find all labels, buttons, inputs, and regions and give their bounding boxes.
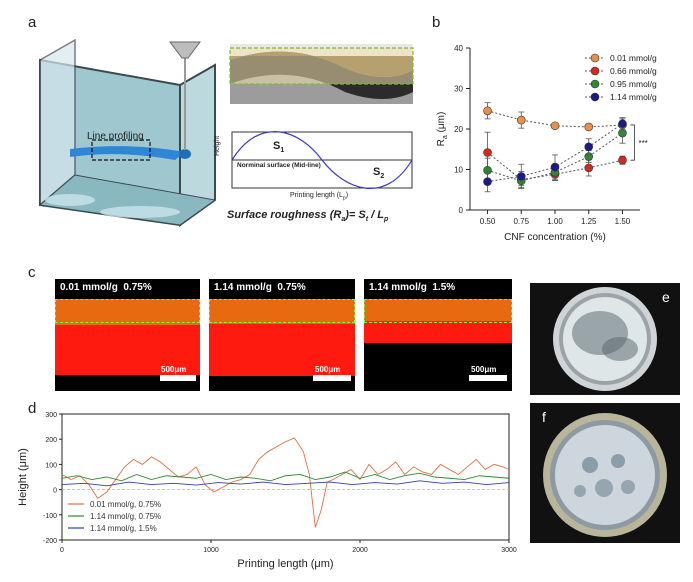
legend-marker <box>590 53 600 63</box>
scale-bar-label: 500μm <box>471 365 497 374</box>
x-tick-label: 1000 <box>203 547 219 554</box>
surface-cross-section <box>229 44 414 104</box>
printing-bath-illustration <box>38 38 217 227</box>
micrograph-3: 1.14 mmol/g 1.5% 500μm <box>364 279 512 391</box>
plot-frame <box>61 413 510 541</box>
x-tick-label: 1.00 <box>547 217 563 226</box>
y-tick-label: 200 <box>45 437 57 444</box>
legend-label: 1.14 mmol/g, 0.75% <box>90 512 161 521</box>
profile-line <box>61 471 510 482</box>
y-axis-title: Ra (μm) <box>436 112 449 147</box>
printing-length-axis-label: Printing length (Lp) <box>290 192 349 202</box>
micrograph-1: 0.01 mmol/g 0.75% 500μm <box>55 279 200 391</box>
legend-marker <box>590 79 600 89</box>
legend-label: 0.66 mmol/g <box>610 66 657 76</box>
micrograph-2: 1.14 mmol/g 0.75% 500μm <box>209 279 355 391</box>
x-tick-label: 0.50 <box>480 217 496 226</box>
y-tick-label: 100 <box>45 462 57 469</box>
scale-bar-label: 500μm <box>315 365 341 374</box>
significance-label: *** <box>638 139 647 148</box>
s1-label: S1 <box>273 140 285 155</box>
photo-f: f <box>530 403 680 543</box>
x-tick-label: 2000 <box>352 547 368 554</box>
data-point <box>584 163 594 173</box>
data-point <box>483 177 492 186</box>
x-tick-label: 3000 <box>501 547 517 554</box>
height-axis-label: Height <box>214 135 221 156</box>
panel-label-c: c <box>28 264 36 281</box>
data-point <box>483 148 492 157</box>
data-point <box>584 122 594 132</box>
data-point <box>516 172 526 181</box>
roughness-formula: Surface roughness (Ra)= St / Lp <box>227 209 389 224</box>
legend-label: 1.14 mmol/g <box>610 92 657 102</box>
series-line <box>487 132 623 182</box>
profile-line <box>61 437 510 528</box>
roughness-diagram <box>231 131 413 189</box>
data-point <box>618 155 627 165</box>
data-point <box>584 142 594 152</box>
s2-label: S2 <box>373 166 385 181</box>
data-point <box>550 121 560 131</box>
y-tick-label: 0 <box>459 206 464 215</box>
scale-bar <box>313 375 351 381</box>
y-tick-label: -200 <box>43 538 57 545</box>
panel-label-f: f <box>542 409 546 425</box>
micrograph-2-title: 1.14 mmol/g 0.75% <box>214 282 306 293</box>
legend-label: 0.95 mmol/g <box>610 79 657 89</box>
significance-bracket <box>630 124 635 161</box>
y-tick-label: 20 <box>454 125 463 134</box>
y-tick-label: 40 <box>454 44 463 53</box>
scale-bar <box>469 375 507 381</box>
x-axis-title: Printing length (μm) <box>237 558 333 570</box>
legend-marker <box>590 92 600 102</box>
panel-a-illustration <box>38 38 414 227</box>
x-tick-label: 0 <box>60 547 64 554</box>
x-axis-title: CNF concentration (%) <box>504 232 606 243</box>
y-tick-label: 30 <box>454 85 463 94</box>
scale-bar-label: 500μm <box>161 365 187 374</box>
micrograph-3-title: 1.14 mmol/g 1.5% <box>369 282 456 293</box>
data-point <box>516 115 526 125</box>
panel-label-d: d <box>28 400 37 417</box>
y-tick-label: 300 <box>45 412 57 419</box>
legend-label: 1.14 mmol/g, 1.5% <box>90 524 157 533</box>
panel-label-a: a <box>28 14 37 31</box>
y-axis-title: Height (μm) <box>17 448 29 506</box>
line-profiling-label: Line profiling <box>87 131 144 142</box>
data-point <box>618 128 627 138</box>
x-tick-label: 1.50 <box>615 217 631 226</box>
micrograph-1-title: 0.01 mmol/g 0.75% <box>60 282 152 293</box>
legend-label: 0.01 mmol/g, 0.75% <box>90 500 161 509</box>
legend-label: 0.01 mmol/g <box>610 53 657 63</box>
x-tick-label: 0.75 <box>513 217 529 226</box>
y-tick-label: -100 <box>43 513 57 520</box>
profile-line <box>61 480 510 487</box>
roughness-chart: 0 10 20 30 40 0.50 0.75 1.00 1.25 1.50 CNF concent… <box>436 44 657 243</box>
panel-label-b: b <box>432 14 441 31</box>
panel-label-e: e <box>662 289 670 305</box>
scale-bar <box>160 375 196 381</box>
y-tick-label: 0 <box>53 488 57 495</box>
legend-marker <box>590 66 600 76</box>
data-point <box>550 162 560 172</box>
y-tick-label: 10 <box>454 166 463 175</box>
x-tick-label: 1.25 <box>581 217 597 226</box>
data-point <box>618 119 627 129</box>
nominal-surface-label: Norminal surface (Mid-line) <box>237 162 321 169</box>
photo-e: e <box>530 283 680 395</box>
data-point <box>483 106 492 116</box>
